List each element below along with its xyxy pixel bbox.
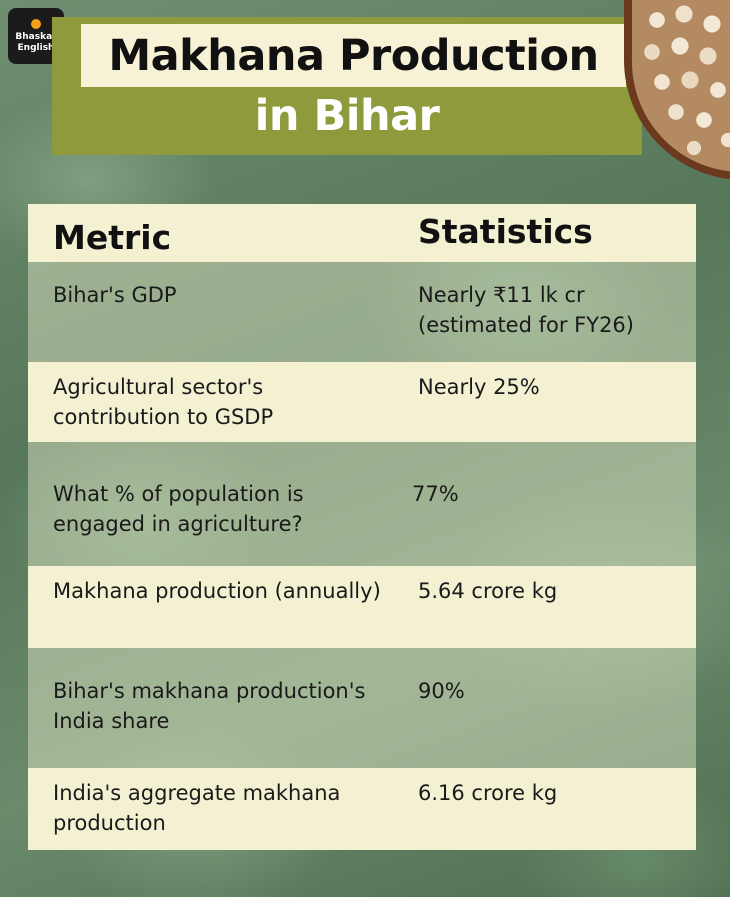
table-header-row: Metric Statistics (28, 204, 696, 262)
page-title-line1: Makhana Production (81, 24, 626, 87)
logo-line1: Bhaskar (15, 31, 57, 42)
metric-cell: Makhana production (annually) (53, 579, 381, 603)
metric-cell: Bihar's makhana production's India share (53, 679, 366, 733)
header-statistics: Statistics (418, 212, 593, 251)
table-row: Bihar's makhana production's India share… (28, 648, 696, 768)
table-row: Agricultural sector's contribution to GS… (28, 362, 696, 442)
table-row: Bihar's GDP Nearly ₹11 lk cr (estimated … (28, 262, 696, 362)
table-row: India's aggregate makhana production 6.1… (28, 768, 696, 850)
statistic-cell: Nearly 25% (418, 375, 540, 399)
metric-cell: What % of population is engaged in agric… (53, 482, 304, 536)
metric-cell: India's aggregate makhana production (53, 781, 341, 835)
statistic-cell: 90% (418, 679, 465, 703)
statistic-cell: 6.16 crore kg (418, 781, 558, 805)
statistic-cell: 5.64 crore kg (418, 579, 558, 603)
logo-line2: English (17, 42, 55, 53)
metric-cell: Bihar's GDP (53, 283, 177, 307)
page-title-line2: in Bihar (254, 91, 440, 141)
table-row: What % of population is engaged in agric… (28, 442, 696, 566)
statistic-cell: Nearly ₹11 lk cr (estimated for FY26) (418, 283, 634, 337)
header-metric: Metric (53, 218, 172, 257)
metric-cell: Agricultural sector's contribution to GS… (53, 375, 274, 429)
table-row: Makhana production (annually) 5.64 crore… (28, 566, 696, 648)
statistics-table: Metric Statistics Bihar's GDP Nearly ₹11… (28, 204, 696, 850)
logo-dot-icon (31, 18, 41, 29)
statistic-cell: 77% (412, 482, 459, 506)
